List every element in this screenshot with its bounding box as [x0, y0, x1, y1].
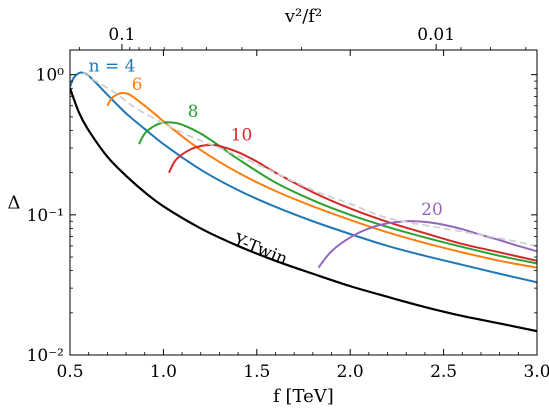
curve-label-20: 20: [421, 200, 443, 220]
x-tick-label: 2.5: [430, 362, 457, 382]
curve-label-n-4: n = 4: [89, 57, 136, 77]
plot-frame: [69, 49, 538, 356]
curves-layer: [70, 71, 537, 333]
x-tick-label: 3.0: [523, 362, 549, 382]
curve-label-8: 8: [188, 102, 199, 122]
axes-layer: 0.5 1.0 1.5 2.0 2.5 3.0 10⁻² 10⁻¹ 10⁰ 0.1 0.01: [27, 25, 549, 382]
series-line-10: [168, 143, 537, 262]
y-tick-label: 10⁰: [36, 66, 65, 86]
x-tick-label: 1.5: [243, 362, 270, 382]
curve-label-10: 10: [231, 125, 253, 145]
series-line-envelope: [82, 72, 537, 247]
series-line-6: [106, 92, 537, 269]
series-line-20: [317, 220, 537, 269]
series-line-y-twin: [70, 87, 537, 333]
x-tick-label: 2.0: [337, 362, 364, 382]
series-line-8: [138, 121, 537, 265]
top-tick-label: 0.1: [108, 25, 135, 45]
y-tick-label: 10⁻¹: [27, 206, 64, 226]
labels-layer: f [TeV] Δv²/f² n = 46 8 10 20 Y-Twin: [8, 6, 443, 407]
curve-label-y-twin: Y-Twin: [230, 230, 291, 270]
top-tick-label: 0.01: [417, 25, 455, 45]
x-tick-label: 1.0: [150, 362, 177, 382]
x-axis-title: f [TeV]: [273, 386, 334, 407]
series-line-n-4: [70, 71, 537, 284]
y-axis-title: Δ: [8, 193, 21, 214]
curve-label-6: 6: [132, 75, 143, 95]
x-tick-label: 0.5: [56, 362, 83, 382]
y-tick-label: 10⁻²: [27, 346, 64, 366]
top-axis-title: v²/f²: [284, 6, 322, 27]
